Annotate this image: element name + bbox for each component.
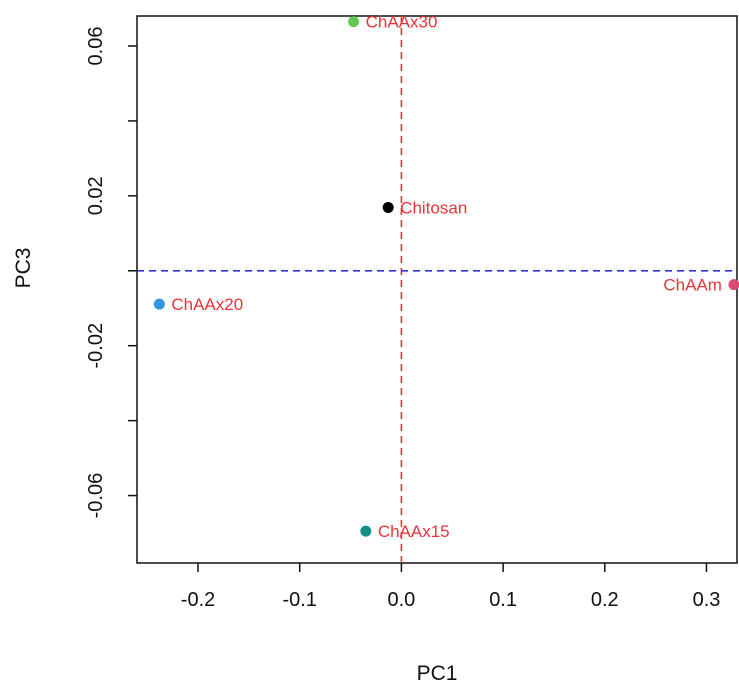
x-tick-label: -0.2 [181,589,215,611]
point-label: ChAAx30 [366,13,438,32]
y-axis: 0.06 0.02 -0.02 -0.06 [85,27,137,519]
data-point [728,279,739,291]
data-points: ChAAx30 Chitosan ChAAm ChAAx20 ChAAx15 [153,13,739,541]
data-point [360,525,372,537]
data-point [382,201,394,213]
y-tick-label: -0.06 [85,473,107,519]
y-axis-title: PC3 [12,248,35,289]
y-tick-label: 0.06 [85,27,107,66]
x-axis-title: PC1 [417,662,458,685]
x-tick-label: -0.1 [282,589,316,611]
point-label: Chitosan [400,198,467,217]
x-axis: -0.2 -0.1 0.0 0.1 0.2 0.3 [181,563,721,611]
x-tick-label: 0.2 [591,589,619,611]
x-tick-label: 0.3 [693,589,721,611]
data-point [153,298,165,310]
y-tick-label: 0.02 [85,176,107,215]
y-tick-label: -0.02 [85,323,107,369]
reference-lines [137,16,737,563]
point-label: ChAAx20 [171,295,243,314]
point-label: ChAAm [663,276,722,295]
plot-frame [136,15,738,564]
x-tick-label: 0.0 [388,589,416,611]
data-point [348,16,360,28]
point-label: ChAAx15 [378,522,450,541]
x-tick-label: 0.1 [489,589,517,611]
